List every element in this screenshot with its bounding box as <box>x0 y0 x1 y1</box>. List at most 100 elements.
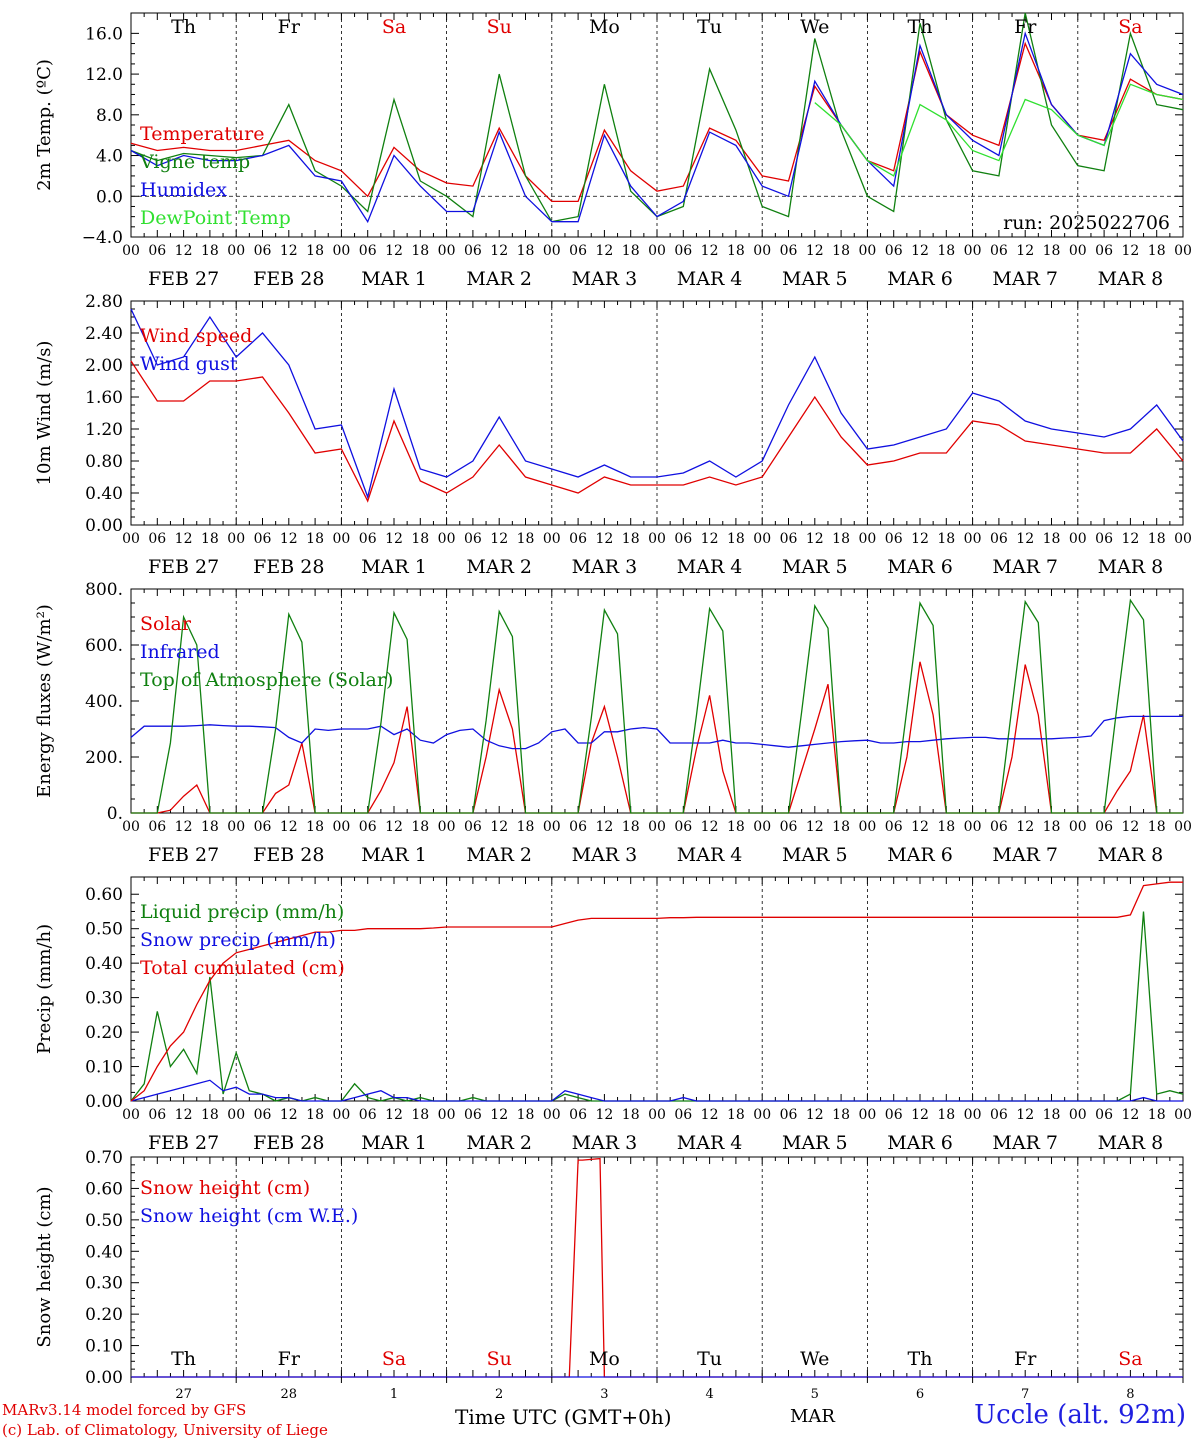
hour-label: 00 <box>1174 819 1192 835</box>
hour-label: 12 <box>280 531 298 547</box>
hour-label: 00 <box>438 819 456 835</box>
hour-label: 06 <box>674 1107 692 1123</box>
day-name: Sa <box>1118 16 1142 38</box>
day-number: 28 <box>281 1387 298 1402</box>
hour-label: 06 <box>569 531 587 547</box>
hour-label: 12 <box>175 1107 193 1123</box>
date-label: MAR 1 <box>361 268 427 290</box>
hour-label: 06 <box>780 819 798 835</box>
hour-label: 12 <box>175 819 193 835</box>
y-axis-title: 2m Temp. (ºC) <box>34 59 55 191</box>
day-number: 6 <box>916 1387 924 1402</box>
hour-label: 06 <box>885 1107 903 1123</box>
hour-label: 06 <box>359 819 377 835</box>
date-label: FEB 27 <box>148 268 219 290</box>
y-tick-label: 400. <box>85 692 123 712</box>
hour-label: 00 <box>1069 1107 1087 1123</box>
y-tick-label: 2.40 <box>85 324 123 344</box>
y-tick-label: −4.0 <box>82 228 123 248</box>
y-axis-title: Precip (mm/h) <box>34 924 55 1054</box>
hour-label: 00 <box>858 243 876 259</box>
hour-label: 00 <box>648 531 666 547</box>
hour-label: 06 <box>990 819 1008 835</box>
hour-label: 00 <box>858 531 876 547</box>
hour-label: 12 <box>490 819 508 835</box>
y-tick-label: 0.00 <box>85 1092 123 1112</box>
hour-label: 12 <box>806 1107 824 1123</box>
hour-label: 00 <box>438 243 456 259</box>
y-tick-label: 2.00 <box>85 356 123 376</box>
y-tick-label: 0.40 <box>85 1242 123 1262</box>
hour-label: 12 <box>911 531 929 547</box>
hour-label: 12 <box>911 243 929 259</box>
hour-label: 00 <box>753 819 771 835</box>
day-name: Th <box>908 16 933 38</box>
date-label: MAR 6 <box>887 268 953 290</box>
day-name: We <box>800 1348 829 1370</box>
hour-label: 00 <box>1069 531 1087 547</box>
date-label: MAR 2 <box>466 1132 532 1154</box>
hour-label: 18 <box>411 819 429 835</box>
y-tick-label: 0.70 <box>85 1148 123 1168</box>
hour-label: 18 <box>937 1107 955 1123</box>
hour-label: 06 <box>1095 819 1113 835</box>
y-axis-title: Snow height (cm) <box>34 1186 55 1347</box>
hour-label: 00 <box>1069 243 1087 259</box>
hour-label: 18 <box>622 819 640 835</box>
hour-label: 00 <box>543 243 561 259</box>
hour-label: 06 <box>464 531 482 547</box>
hour-label: 12 <box>595 819 613 835</box>
hour-label: 06 <box>885 531 903 547</box>
date-label: MAR 6 <box>887 1132 953 1154</box>
hour-label: 12 <box>595 1107 613 1123</box>
hour-label: 18 <box>937 243 955 259</box>
hour-label: 00 <box>648 243 666 259</box>
date-label: FEB 28 <box>253 268 324 290</box>
hour-label: 18 <box>201 531 219 547</box>
hour-label: 18 <box>1043 243 1061 259</box>
hour-label: 12 <box>280 819 298 835</box>
day-name: Sa <box>382 16 406 38</box>
hour-label: 18 <box>411 1107 429 1123</box>
hour-label: 18 <box>201 819 219 835</box>
day-number: 8 <box>1126 1387 1134 1402</box>
y-tick-label: 8.0 <box>96 106 123 126</box>
day-name: Su <box>487 16 512 38</box>
hour-label: 06 <box>254 531 272 547</box>
hour-label: 06 <box>885 819 903 835</box>
hour-label: 18 <box>1148 243 1166 259</box>
hour-label: 18 <box>411 531 429 547</box>
legend-entry: Top of Atmosphere (Solar) <box>140 669 393 691</box>
date-label: MAR 5 <box>782 844 848 866</box>
hour-label: 00 <box>543 819 561 835</box>
hour-label: 06 <box>464 243 482 259</box>
hour-label: 06 <box>148 243 166 259</box>
hour-label: 18 <box>1148 1107 1166 1123</box>
day-number: 3 <box>600 1387 608 1402</box>
hour-label: 00 <box>964 1107 982 1123</box>
date-label: MAR 5 <box>782 1132 848 1154</box>
legend-entry: Wind speed <box>140 325 252 347</box>
date-label: MAR 4 <box>677 556 743 578</box>
hour-label: 12 <box>701 819 719 835</box>
hour-label: 12 <box>595 243 613 259</box>
y-tick-label: 0.50 <box>85 1211 123 1231</box>
hour-label: 06 <box>148 531 166 547</box>
hour-label: 06 <box>780 1107 798 1123</box>
hour-label: 12 <box>490 1107 508 1123</box>
legend-entry: DewPoint Temp <box>140 207 291 229</box>
y-tick-label: 800. <box>85 580 123 600</box>
hour-label: 06 <box>885 243 903 259</box>
legend-entry: Wind gust <box>140 353 238 375</box>
y-tick-label: 1.20 <box>85 420 123 440</box>
hour-label: 00 <box>332 243 350 259</box>
hour-label: 12 <box>1121 243 1139 259</box>
hour-label: 18 <box>1043 819 1061 835</box>
legend-entry: Infrared <box>140 641 220 663</box>
model-credit-line: MARv3.14 model forced by GFS <box>2 1401 247 1419</box>
date-label: MAR 8 <box>1098 556 1164 578</box>
hour-label: 18 <box>306 531 324 547</box>
day-number: 1 <box>390 1387 398 1402</box>
date-label: MAR 8 <box>1098 1132 1164 1154</box>
y-tick-label: 200. <box>85 748 123 768</box>
